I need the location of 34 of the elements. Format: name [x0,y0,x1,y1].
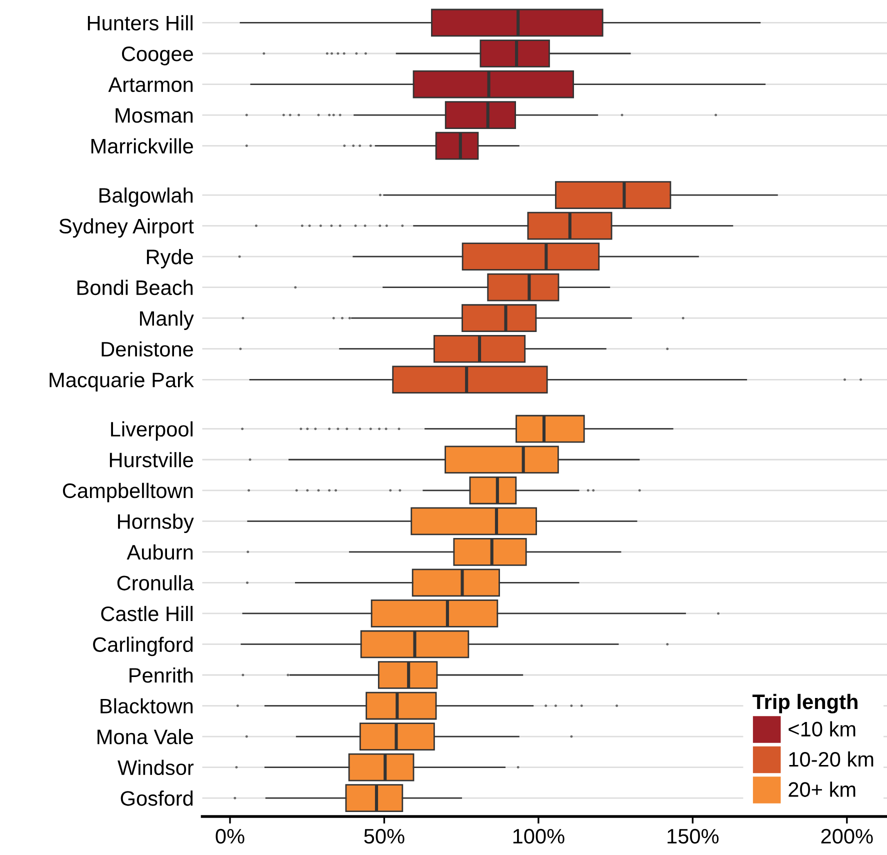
y-tick-label: Manly [140,310,194,330]
legend-label: 10-20 km [789,751,874,767]
y-tick-label: Windsor [118,760,194,776]
y-tick-label: Ryde [146,249,193,268]
legend-label: <10 km [788,721,856,737]
y-tick-label: Penrith [130,667,193,683]
y-tick-label: Castle Hill [101,606,193,622]
y-tick-label: Auburn [126,544,193,560]
y-tick-label: Blacktown [100,698,193,714]
y-tick-label: Balgowlah [99,187,193,207]
x-tick-label: 50% [364,828,404,844]
legend-label: 20+ km [788,782,856,797]
y-tick-label: Carlingford [93,636,193,656]
x-tick-label: 200% [821,828,873,844]
y-tick-label: Hunters Hill [88,15,193,30]
y-tick-label: Macquarie Park [50,372,194,392]
y-tick-label: Mona Vale [98,728,193,744]
y-tick-label: Artarmon [108,77,193,92]
y-tick-label: Hurstville [110,452,193,468]
legend-title: Trip length [752,694,858,714]
y-tick-label: Denistone [102,341,193,357]
x-tick-label: 0% [216,828,244,844]
y-tick-label: Coogee [122,46,193,66]
y-tick-label: Cronulla [117,575,194,590]
y-tick-label: Sydney Airport [59,218,194,238]
y-tick-label: Bondi Beach [77,280,193,296]
y-tick-label: Hornsby [118,514,194,534]
y-tick-label: Mosman [116,108,193,123]
y-tick-label: Gosford [120,790,193,806]
y-tick-label: Campbelltown [62,482,193,502]
y-tick-label: Liverpool [111,421,193,441]
y-tick-label: Marrickville [91,138,193,154]
x-tick-label: 150% [668,828,719,844]
x-tick-label: 100% [513,828,564,844]
